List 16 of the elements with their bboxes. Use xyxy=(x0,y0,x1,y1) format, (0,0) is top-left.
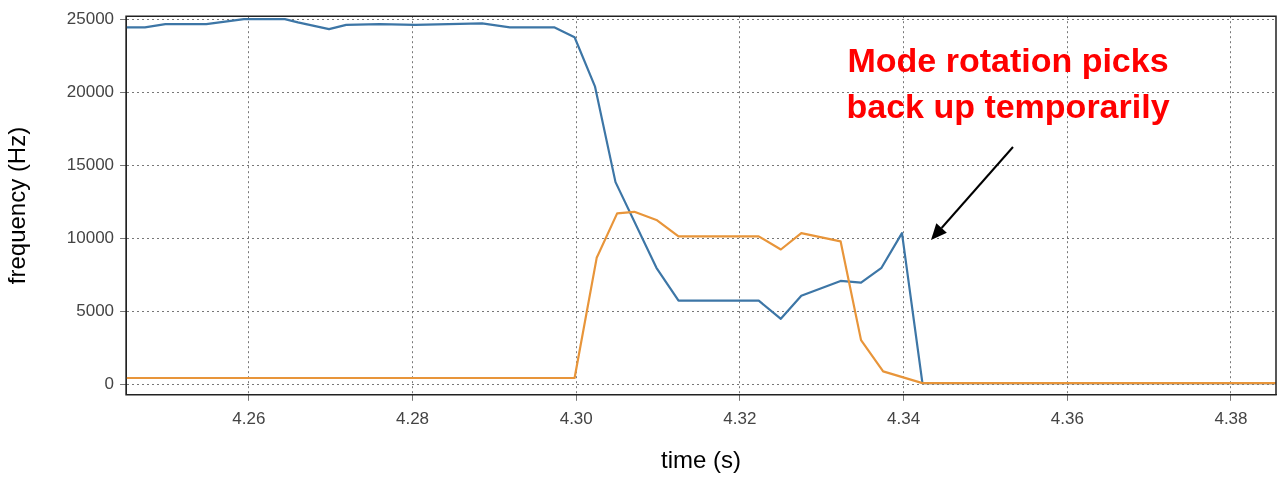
x-axis-title: time (s) xyxy=(661,446,742,474)
y-tick-label: 5000 xyxy=(76,301,115,321)
annotation: Mode rotation picks back up temporarily xyxy=(846,41,1170,126)
x-tick-label: 4.26 xyxy=(232,408,266,428)
x-tick-label: 4.38 xyxy=(1214,408,1248,428)
x-tick-label: 4.30 xyxy=(559,408,593,428)
x-tick-label: 4.34 xyxy=(887,408,921,428)
y-tick-label: 0 xyxy=(104,374,115,394)
y-tick-label: 20000 xyxy=(66,81,115,101)
x-tick-label: 4.36 xyxy=(1050,408,1084,428)
x-tick-label: 4.32 xyxy=(723,408,757,428)
y-tick-label: 10000 xyxy=(66,228,115,248)
y-axis-title: frequency (Hz) xyxy=(3,126,31,285)
y-tick-label: 15000 xyxy=(66,154,115,174)
y-tick-label: 25000 xyxy=(66,8,115,28)
x-tick-label: 4.28 xyxy=(395,408,430,428)
